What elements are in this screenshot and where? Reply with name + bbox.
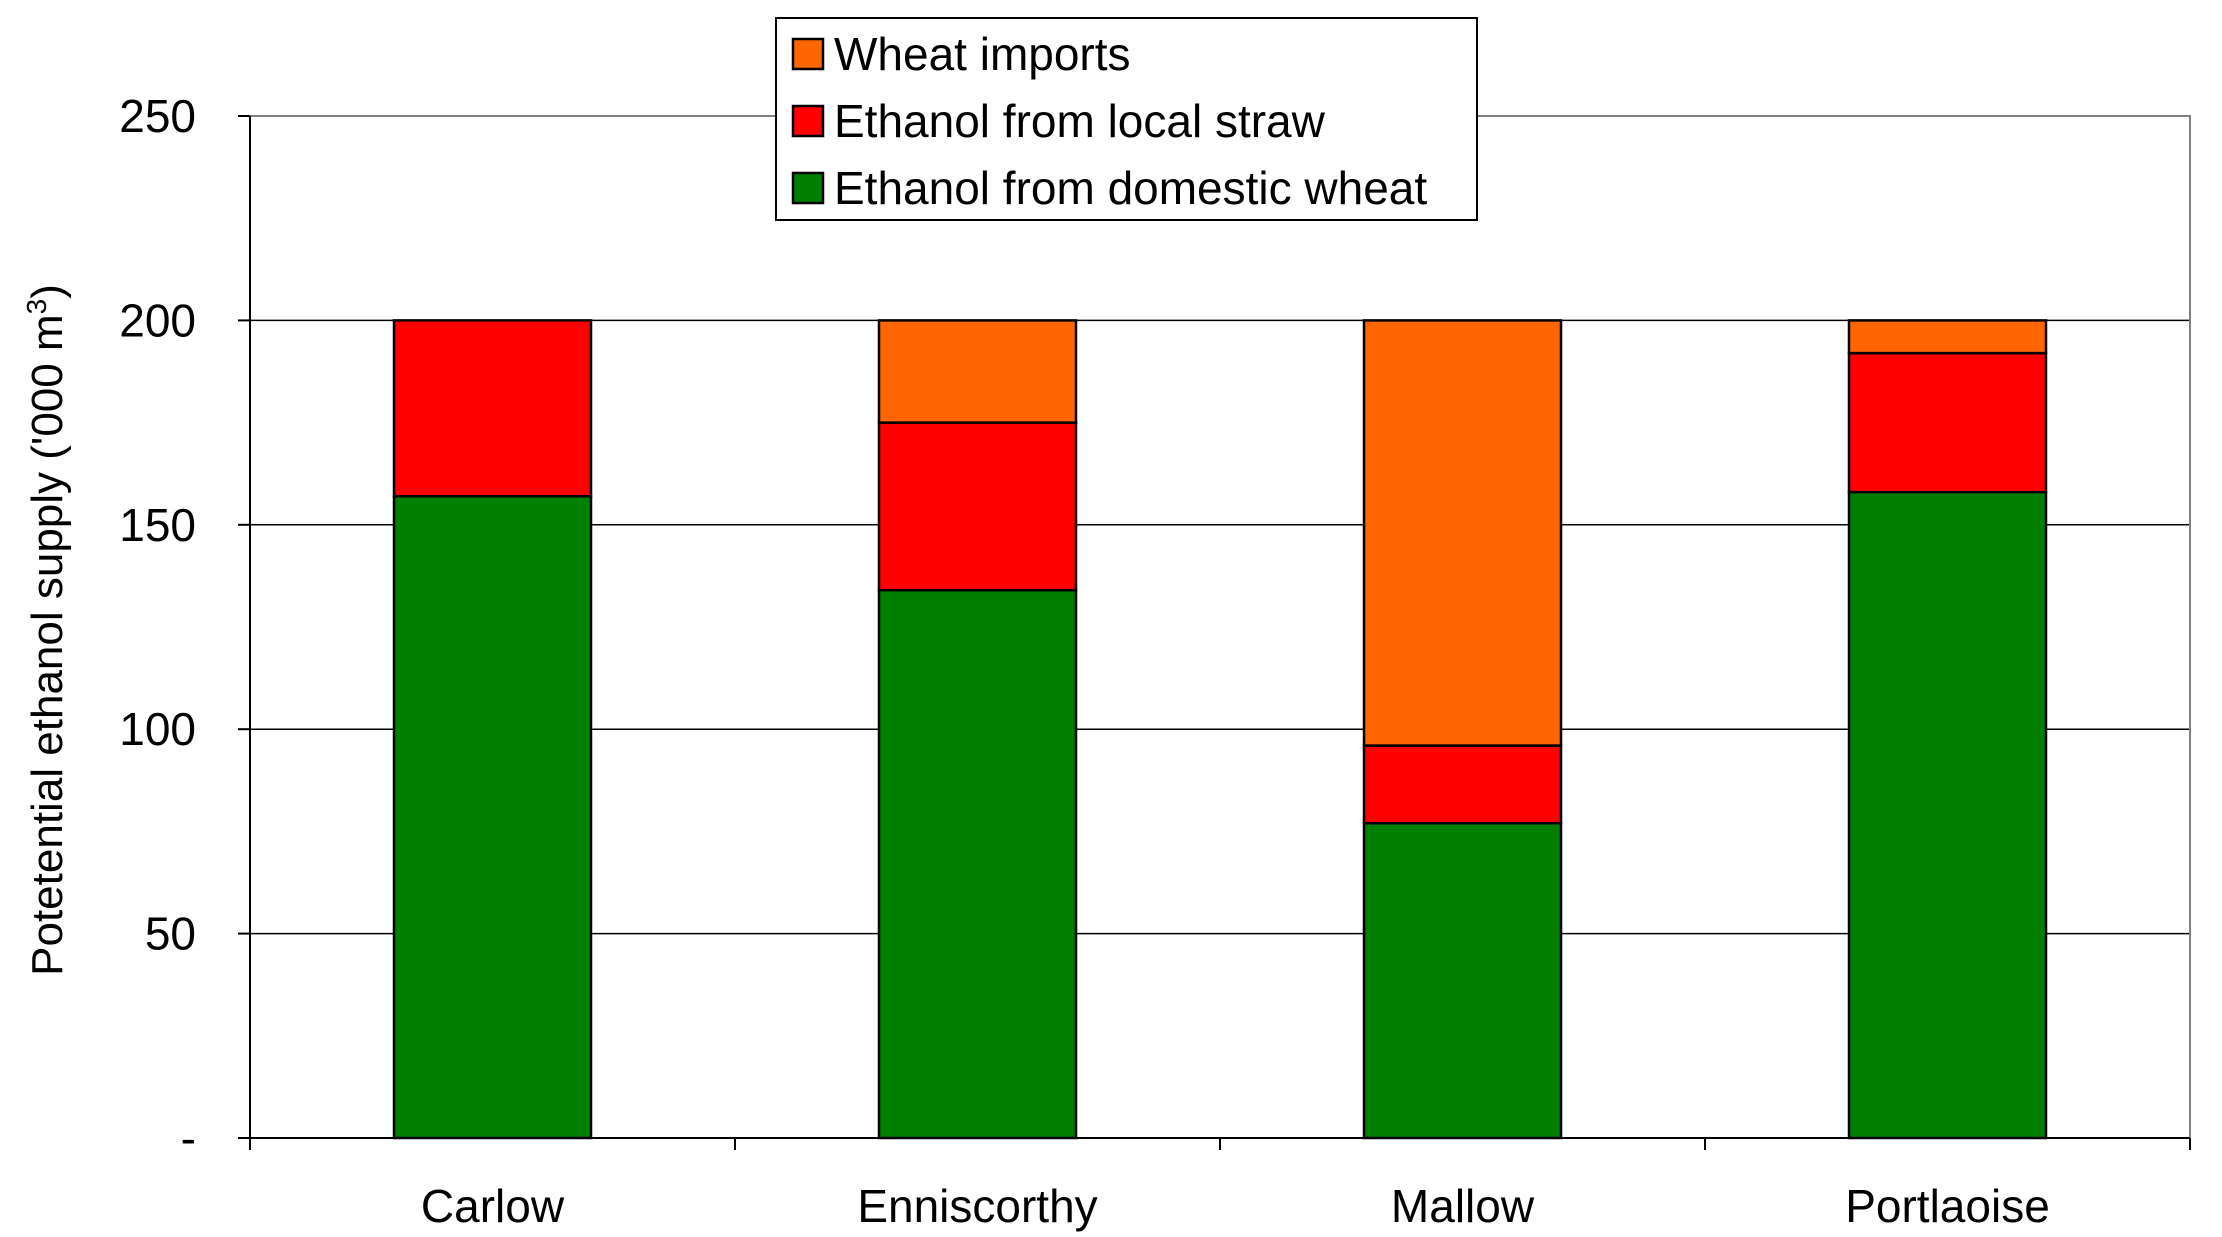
bar-segment	[1847, 490, 2048, 1140]
y-tick-label: 200	[119, 294, 196, 346]
y-tick-label: 250	[119, 90, 196, 142]
y-axis-title-superscript: 3	[21, 299, 52, 315]
y-tick-labels: - 50 100 150 200 250	[119, 90, 196, 1164]
bar-segment	[1847, 319, 2048, 355]
bar-stack-mallow	[1362, 319, 1563, 1140]
y-tick-label: 100	[119, 703, 196, 755]
x-category-label: Carlow	[421, 1180, 565, 1232]
bar-segment	[1362, 744, 1563, 825]
x-category-label: Mallow	[1391, 1180, 1535, 1232]
y-tick-label: 50	[145, 908, 196, 960]
legend-box	[775, 17, 1478, 221]
bar-segment	[877, 588, 1078, 1140]
bar-segment	[392, 494, 593, 1140]
y-axis-title: Potetential ethanol supply ('000 m3)	[21, 284, 72, 976]
legend-swatch	[791, 104, 825, 138]
legend-swatch	[791, 37, 825, 71]
y-tick-label: 150	[119, 499, 196, 551]
bar-segment	[1362, 821, 1563, 1140]
bar-stack-enniscorthy	[877, 319, 1078, 1140]
x-category-label: Portlaoise	[1845, 1180, 2050, 1232]
bar-segment	[877, 421, 1078, 592]
bar-stack-portlaoise	[1847, 319, 2048, 1140]
axes	[238, 115, 2191, 1150]
x-category-labels: Carlow Enniscorthy Mallow Portlaoise	[421, 1180, 2050, 1232]
bar-segment	[1362, 319, 1563, 747]
legend-label: Ethanol from domestic wheat	[834, 162, 1427, 214]
legend-label: Ethanol from local straw	[834, 95, 1326, 147]
bar-stacks	[392, 319, 2048, 1140]
bar-stack-carlow	[392, 319, 593, 1140]
bar-segment	[1847, 351, 2048, 494]
legend: Wheat imports Ethanol from local straw Eth…	[775, 17, 1478, 221]
y-axis-title-main: Potetential ethanol supply ('000 m	[23, 314, 72, 975]
bar-segment	[392, 319, 593, 498]
y-tick-label: -	[181, 1112, 196, 1164]
y-axis-title-suffix: )	[23, 284, 72, 299]
legend-swatch	[791, 171, 825, 205]
x-category-label: Enniscorthy	[857, 1180, 1097, 1232]
bar-segment	[877, 319, 1078, 424]
legend-label: Wheat imports	[834, 28, 1131, 80]
